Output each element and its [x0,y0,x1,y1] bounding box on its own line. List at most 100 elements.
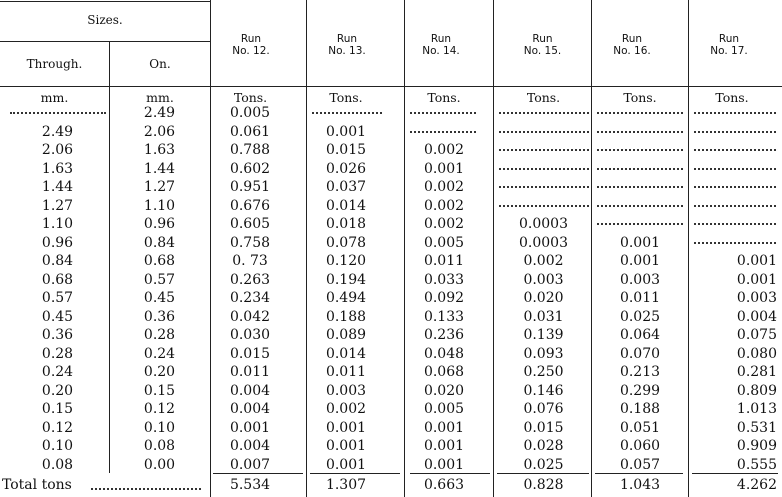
cell-on: 1.10 [143,197,176,214]
leader-dots [597,186,683,188]
leader-dots [694,167,776,170]
leader-dots [499,112,589,114]
cell-on: 1.63 [143,142,176,158]
cell-r12: 0.004 [229,438,271,454]
cell-through: 0.28 [41,345,74,362]
cell-r16: 0.003 [619,271,661,288]
cell-r13: 0.015 [325,142,367,158]
col-divider-through-on [109,41,110,473]
leader-dots [597,112,683,114]
table-row: 1.10 0.96 0.605 0.018 0.002 0.0003 [0,215,782,233]
table-row: 1.44 1.27 0.951 0.037 0.002 [0,178,782,196]
cell-r12: 0.015 [229,345,271,362]
col-divider-run13-run14 [404,0,405,497]
cell-through: 0.68 [41,271,74,288]
cell-r12: 0.951 [229,179,271,195]
cell-r14: 0.001 [423,160,465,177]
cell-on: 1.27 [143,179,176,195]
run-14-unit: Tons. [427,90,461,105]
cell-r13: 0.011 [325,364,367,380]
table-row: 0.84 0.68 0. 73 0.120 0.011 0.002 0.001 0.001 [0,252,782,270]
total-run-13: 1.307 [325,477,367,493]
cell-through: 0.12 [41,419,74,436]
col-divider-run14-run15 [493,0,494,497]
cell-through: 0.24 [41,364,74,380]
cell-r16: 0.060 [619,438,661,454]
col-divider-sizes-run12 [210,0,211,497]
cell-through: 0.36 [41,327,74,343]
cell-r14: 0.092 [423,290,465,306]
cell-through: 0.15 [41,401,74,417]
cell-r12: 0.605 [229,216,271,232]
cell-r12: 0.061 [229,123,271,140]
cell-r12: 0.758 [229,234,271,251]
cell-on: 0.96 [143,216,176,232]
cell-on: 0.20 [143,364,176,380]
totals-label: Total tons [2,477,72,493]
cell-r16: 0.064 [619,327,661,343]
cell-r13: 0.001 [325,456,367,473]
cell-through: 0.45 [41,308,74,325]
leader-dots [597,223,683,225]
cell-r13: 0.494 [325,290,367,306]
cell-r13: 0.001 [325,123,367,140]
cell-r12: 0.676 [229,197,271,214]
cell-r15: 0.250 [523,364,564,380]
total-run-15: 0.828 [523,477,564,493]
cell-r17: 0.555 [736,456,777,473]
table-row: 0.57 0.45 0.234 0.494 0.092 0.020 0.011 0.003 [0,289,782,307]
table-row: 0.45 0.36 0.042 0.188 0.133 0.031 0.025 0.004 [0,308,782,326]
cell-through: 1.63 [41,160,74,177]
cell-r16: 0.188 [619,401,661,417]
cell-r14: 0.001 [423,419,465,436]
cell-on: 0.57 [143,271,176,288]
cell-r16: 0.070 [619,345,661,362]
cell-r14: 0.002 [423,197,465,214]
total-run-12: 5.534 [229,477,271,493]
cell-r15: 0.020 [523,290,564,306]
leader-dots [10,112,106,114]
through-unit: mm. [40,90,69,105]
leader-dots [694,149,776,151]
sizes-heading: Sizes. [87,13,123,27]
cell-r16: 0.001 [619,253,661,269]
cell-r17: 0.001 [736,253,777,269]
totals-top-rule-3 [410,473,490,474]
cell-through: 0.96 [41,234,74,251]
cell-through: 0.10 [41,438,74,454]
run-16-heading: Run No. 16. [613,33,651,57]
cell-through: 1.10 [41,216,74,232]
cell-through: 0.84 [41,253,74,269]
cell-r12: 0.042 [229,308,271,325]
cell-r12: 0.005 [229,105,271,121]
cell-r13: 0.037 [325,179,367,195]
cell-r15: 0.0003 [519,234,568,251]
cell-r12: 0.004 [229,401,271,417]
leader-dots [597,204,683,207]
through-heading: Through. [26,57,83,71]
leader-dots [499,130,589,133]
cell-through: 2.49 [41,123,74,140]
leader-dots [694,112,776,114]
cell-r16: 0.001 [619,234,661,251]
cell-r15: 0.093 [523,345,564,362]
cell-r15: 0.076 [523,401,564,417]
cell-r16: 0.051 [619,419,661,436]
cell-r14: 0.236 [423,327,465,343]
cell-r17: 0.531 [736,419,777,436]
on-unit: mm. [146,90,174,105]
cell-through: 1.44 [41,179,74,195]
run-16-unit: Tons. [623,90,657,105]
cell-r16: 0.011 [619,290,661,306]
leader-dots [312,112,382,114]
total-run-16: 1.043 [619,477,661,493]
cell-r14: 0.020 [423,382,465,399]
cell-on: 0.00 [143,456,176,473]
cell-r13: 0.001 [325,419,367,436]
table-row: 0.12 0.10 0.001 0.001 0.001 0.015 0.051 0.531 [0,419,782,437]
cell-r13: 0.089 [325,327,367,343]
cell-r14: 0.033 [423,271,465,288]
leader-dots [597,149,683,151]
cell-r13: 0.014 [325,197,367,214]
leader-dots [499,167,589,170]
